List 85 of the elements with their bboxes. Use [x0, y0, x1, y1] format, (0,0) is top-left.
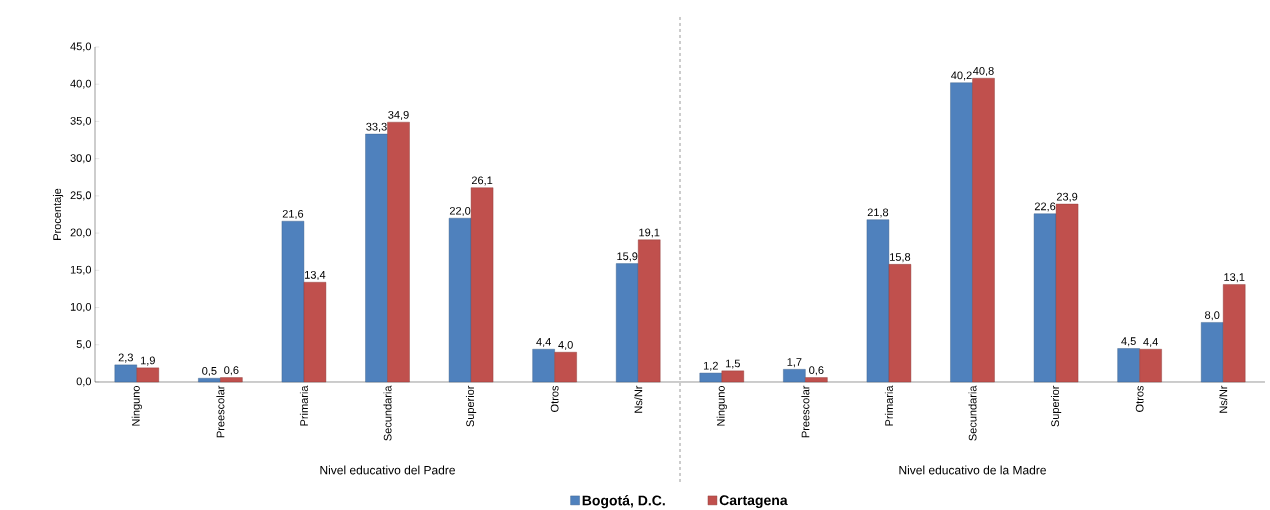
data-label: 8,0: [1205, 311, 1220, 321]
x-tick-label: Ninguno: [131, 386, 142, 426]
data-label: 19,1: [639, 228, 660, 238]
bar: [136, 367, 159, 383]
y-tick-label: 0,0: [76, 377, 92, 387]
y-tick-label: 10,0: [70, 303, 92, 313]
data-label: 2,3: [118, 353, 133, 363]
y-tick-label: 20,0: [70, 228, 92, 238]
data-label: 0,6: [809, 366, 824, 376]
bar: [281, 220, 305, 383]
bar: [616, 263, 639, 383]
data-label: 1,9: [140, 356, 155, 366]
bar: [470, 187, 494, 383]
bar: [220, 377, 243, 383]
x-tick-label: Preescolar: [801, 385, 810, 438]
x-tick-label: Otros: [550, 385, 559, 412]
data-label: 4,4: [536, 338, 551, 348]
data-label: 13,1: [1224, 273, 1245, 283]
bar: [699, 372, 722, 383]
data-label: 26,1: [471, 176, 493, 186]
x-tick-label: Primaria: [299, 385, 308, 426]
data-label: 1,7: [787, 358, 802, 368]
bar: [783, 369, 806, 383]
data-label: 21,8: [867, 208, 889, 218]
x-tick-label: Secundaria: [383, 385, 392, 441]
data-label: 22,6: [1034, 202, 1056, 212]
bar: [638, 239, 661, 383]
y-tick-label: 30,0: [70, 154, 92, 164]
data-label: 15,9: [617, 252, 638, 262]
bar: [198, 378, 221, 383]
bar: [448, 218, 472, 383]
data-label: 4,4: [1143, 338, 1158, 348]
bar: [1117, 348, 1140, 383]
data-label: 21,6: [282, 209, 304, 219]
data-label: 1,5: [725, 359, 740, 369]
bar: [303, 282, 327, 383]
text: Nivel educativo del Padre: [320, 465, 455, 475]
x-tick-label: Otros: [1135, 385, 1144, 412]
x-tick-label: Superior: [1050, 385, 1062, 427]
data-label: 23,9: [1056, 192, 1078, 202]
data-label: 33,3: [366, 122, 387, 132]
data-label: 0,6: [224, 366, 239, 376]
x-tick-label: Preescolar: [216, 385, 225, 438]
y-tick-label: 5,0: [76, 340, 92, 350]
y-axis-title: Procentaje: [52, 188, 64, 240]
legend-label: Bogotá, D.C.: [582, 495, 665, 509]
y-tick-label: 40,0: [70, 79, 92, 89]
x-tick-label: Secundaria: [968, 385, 977, 441]
y-tick-label: 15,0: [70, 265, 92, 275]
data-label: 0,5: [202, 366, 217, 377]
bar: [1223, 284, 1246, 383]
data-label: 15,8: [890, 253, 911, 263]
bar: [554, 352, 577, 383]
bar: [365, 133, 388, 383]
bar: [888, 264, 912, 383]
data-label: 40,8: [973, 66, 994, 77]
data-label: 40,2: [951, 71, 972, 81]
x-tick-label: Ns/Nr: [634, 385, 643, 413]
data-label: 13,4: [305, 270, 326, 281]
bar: [114, 364, 137, 383]
bar: [950, 82, 973, 383]
bar: [532, 349, 555, 383]
x-tick-label: Superior: [465, 385, 477, 427]
data-label: 4,5: [1121, 337, 1136, 347]
bar: [721, 370, 744, 383]
bar: [387, 121, 410, 383]
bar: [1055, 203, 1079, 383]
x-tick-label: Ns/Nr: [1219, 385, 1228, 413]
legend-label: Cartagena: [719, 495, 788, 509]
y-tick-label: 35,0: [70, 116, 92, 126]
data-label: 22,0: [449, 206, 471, 217]
bar: [1201, 322, 1224, 383]
bar: [805, 377, 828, 383]
x-tick-label: Primaria: [884, 385, 893, 426]
data-label: 34,9: [388, 110, 409, 120]
bar: [972, 78, 995, 383]
bar: [1033, 213, 1057, 383]
y-tick-label: 45,0: [70, 42, 92, 52]
x-tick-label: Ninguno: [716, 386, 727, 426]
bar: [866, 219, 890, 383]
data-label: 1,2: [703, 361, 718, 371]
bar: [1139, 349, 1162, 383]
y-tick-label: 25,0: [70, 191, 92, 201]
text: Nivel educativo de la Madre: [899, 465, 1046, 475]
data-label: 4,0: [558, 340, 573, 351]
